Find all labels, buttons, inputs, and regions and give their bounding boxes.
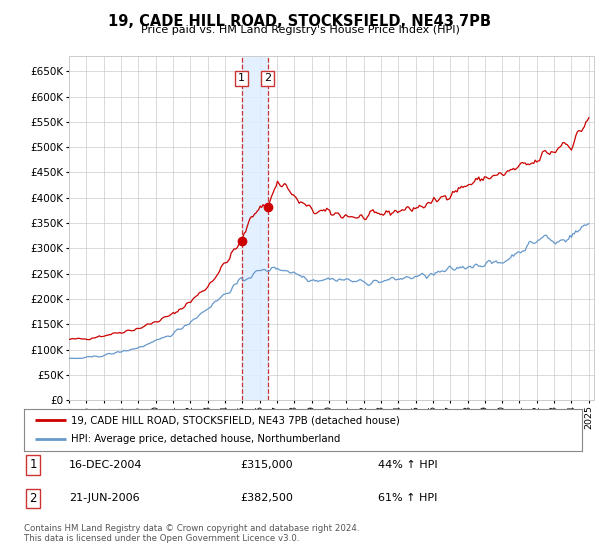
Text: 21-JUN-2006: 21-JUN-2006	[69, 493, 140, 503]
Text: 1: 1	[238, 73, 245, 83]
Text: 19, CADE HILL ROAD, STOCKSFIELD, NE43 7PB: 19, CADE HILL ROAD, STOCKSFIELD, NE43 7P…	[109, 14, 491, 29]
Bar	[242, 56, 268, 400]
Text: £315,000: £315,000	[240, 460, 293, 470]
Text: 16-DEC-2004: 16-DEC-2004	[69, 460, 143, 470]
Text: 19, CADE HILL ROAD, STOCKSFIELD, NE43 7PB (detached house): 19, CADE HILL ROAD, STOCKSFIELD, NE43 7P…	[71, 415, 400, 425]
Text: 2: 2	[29, 492, 37, 505]
Text: £382,500: £382,500	[240, 493, 293, 503]
Text: Price paid vs. HM Land Registry's House Price Index (HPI): Price paid vs. HM Land Registry's House …	[140, 25, 460, 35]
Text: HPI: Average price, detached house, Northumberland: HPI: Average price, detached house, Nort…	[71, 435, 341, 445]
Text: 1: 1	[29, 458, 37, 472]
Text: 2: 2	[264, 73, 271, 83]
Text: 44% ↑ HPI: 44% ↑ HPI	[378, 460, 437, 470]
Text: Contains HM Land Registry data © Crown copyright and database right 2024.
This d: Contains HM Land Registry data © Crown c…	[24, 524, 359, 543]
Text: 61% ↑ HPI: 61% ↑ HPI	[378, 493, 437, 503]
